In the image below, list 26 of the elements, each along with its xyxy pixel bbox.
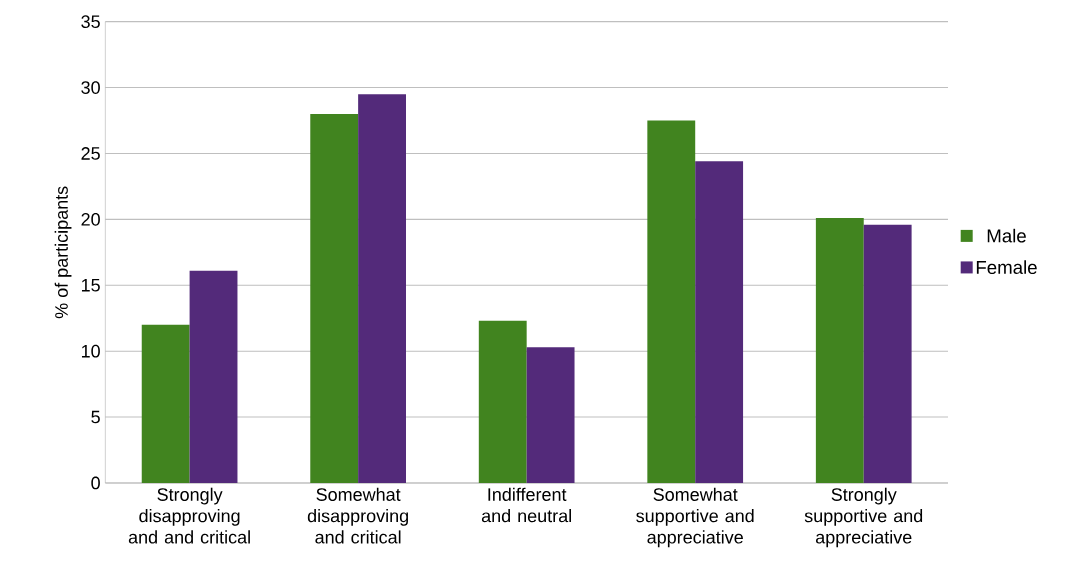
bar — [815, 217, 864, 483]
x-tick-label: Strongly supportive and appreciative — [804, 487, 923, 547]
x-tick-label: Strongly disapproving and and critical — [128, 487, 250, 544]
y-tick-label: 0 — [91, 476, 100, 490]
x-tick-label: Somewhat supportive and appreciative — [636, 487, 754, 547]
legend-label: Male — [987, 228, 1026, 243]
y-tick-label: 10 — [81, 344, 100, 358]
y-tick-label: 20 — [81, 212, 100, 226]
bar — [695, 161, 744, 483]
y-axis-title: % of participants — [54, 186, 72, 319]
bar — [310, 113, 359, 483]
x-tick-label: Indifferent and neutral — [481, 487, 571, 523]
y-tick-label: 35 — [81, 15, 100, 28]
bar — [189, 270, 238, 483]
y-tick-label: 30 — [81, 81, 100, 94]
y-tick-label: 25 — [81, 146, 100, 160]
bar — [358, 93, 406, 483]
bar — [863, 224, 912, 483]
x-tick-label: Somewhat disapproving and critical — [307, 487, 408, 544]
bar — [478, 320, 527, 483]
bar — [141, 324, 190, 483]
legend-label: Female — [976, 260, 1037, 274]
bar — [526, 347, 575, 483]
y-tick-label: 15 — [81, 278, 100, 292]
y-tick-label: 5 — [91, 410, 100, 424]
bar — [647, 120, 696, 483]
